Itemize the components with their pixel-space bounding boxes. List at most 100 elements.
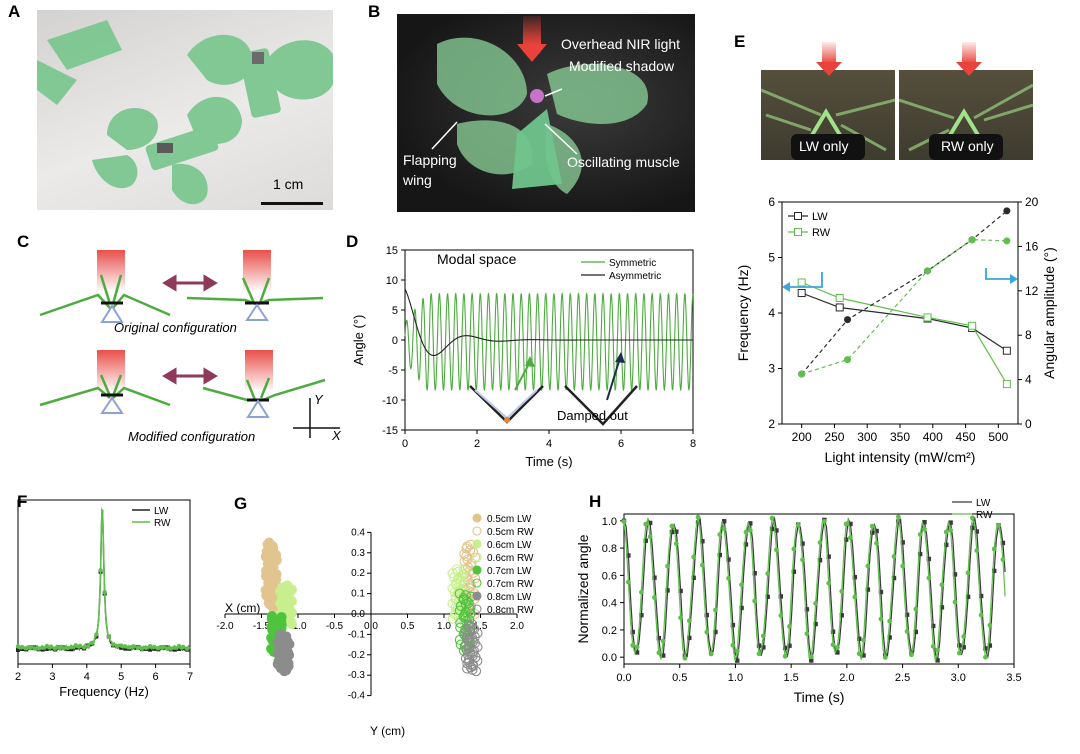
g-x-tick-label: -0.5	[326, 621, 344, 632]
e-point	[798, 370, 806, 378]
e-y2-tick-label: 12	[1025, 284, 1039, 298]
h-y-tick-label: 1.0	[602, 516, 617, 528]
h-point	[665, 588, 670, 593]
h-point	[943, 529, 949, 535]
g-y-tick-label: 0.3	[351, 548, 365, 559]
f-point	[180, 644, 186, 650]
e-x-tick-label: 250	[824, 430, 844, 444]
g-y-tick-label: -0.1	[348, 629, 366, 640]
h-point	[765, 571, 771, 576]
e-point	[797, 278, 806, 287]
g-legend-label: 0.8cm LW	[487, 592, 532, 603]
scale-bar-label: 1 cm	[273, 176, 304, 192]
d-y-tick-label: 5	[392, 305, 398, 317]
h-point	[782, 653, 788, 659]
h-point	[821, 518, 827, 524]
panel-label-g: G	[234, 494, 248, 513]
e-y2-tick-label: 0	[1025, 417, 1032, 431]
h-y-tick-label: 0.2	[602, 625, 617, 637]
panel-label-c: C	[17, 232, 30, 251]
g-point	[469, 638, 480, 649]
h-point	[804, 631, 810, 637]
h-x-tick-label: 0.5	[672, 672, 687, 684]
h-point	[961, 633, 967, 639]
e-point	[797, 289, 806, 298]
h-point	[870, 530, 875, 535]
h-point	[774, 528, 779, 533]
e-legend-label: RW	[812, 227, 831, 239]
g-legend-label: 0.5cm RW	[487, 527, 534, 538]
f-plot-frame	[17, 499, 191, 665]
h-x-axis-title: Time (s)	[794, 689, 845, 705]
h-point	[826, 580, 832, 586]
h-point	[1000, 557, 1006, 562]
h-point	[800, 557, 805, 563]
e-point	[1002, 380, 1011, 389]
f-point	[168, 646, 173, 651]
h-point	[647, 520, 653, 526]
g-point	[464, 621, 475, 632]
h-point	[678, 588, 683, 594]
h-plot-frame	[623, 513, 1015, 665]
f-point	[156, 646, 161, 651]
e-x-tick-label: 300	[857, 430, 877, 444]
d-inset-arrow-green-head	[525, 356, 535, 367]
d-inset-arrow-navy	[606, 357, 621, 401]
e-y2-tick-label: 16	[1025, 239, 1039, 253]
wing-label: wing	[403, 172, 432, 188]
d-x-tick-label: 2	[474, 438, 480, 450]
g-point	[458, 611, 469, 622]
h-point	[756, 651, 762, 657]
e-legend-marker	[794, 212, 802, 220]
e-point	[835, 294, 844, 303]
h-point	[700, 539, 705, 544]
h-point	[991, 568, 997, 574]
h-point	[782, 645, 788, 651]
e-point	[835, 303, 844, 312]
h-point	[839, 588, 845, 594]
h-point	[699, 562, 705, 568]
h-point	[817, 540, 823, 545]
h-point	[687, 635, 692, 641]
h-point	[704, 612, 709, 618]
h-point	[1000, 540, 1006, 546]
h-y-axis-title: Normalized angle	[575, 534, 591, 643]
h-point	[991, 546, 997, 552]
h-point	[922, 519, 927, 525]
d-legend-label: Asymmetric	[609, 271, 661, 282]
h-point	[769, 515, 775, 521]
g-point	[462, 554, 473, 565]
h-point	[730, 622, 736, 628]
h-point	[686, 618, 692, 624]
g-point	[451, 564, 462, 575]
g-point	[454, 605, 465, 616]
h-point	[800, 541, 805, 546]
h-point	[996, 522, 1001, 528]
f-x-tick-label: 6	[153, 671, 159, 683]
h-point	[747, 527, 753, 533]
h-point	[861, 653, 866, 658]
e-point	[924, 267, 932, 275]
f-point	[123, 644, 128, 649]
f-point	[102, 589, 107, 595]
g-legend-label: 0.7cm RW	[487, 579, 534, 590]
h-point	[669, 529, 675, 535]
h-x-tick-label: 1.0	[728, 672, 743, 684]
chart-d: -15 -10 -5 0 5 10 15 0 2 4 6 8 Time (s) Angle (°) Symm…	[351, 245, 696, 469]
h-point	[691, 575, 696, 581]
h-x-tick-label: 3.5	[1006, 672, 1021, 684]
h-point	[756, 643, 762, 648]
g-legend-label: 0.8cm RW	[487, 605, 534, 616]
h-point	[787, 624, 792, 629]
g-point	[454, 588, 465, 599]
e-legend-label: LW	[812, 211, 828, 223]
g-legend-marker	[472, 591, 482, 601]
f-legend-label: RW	[154, 518, 171, 529]
h-point	[708, 651, 714, 657]
g-point	[467, 636, 478, 648]
h-point	[830, 642, 836, 648]
h-point	[978, 612, 984, 618]
h-point	[904, 612, 910, 617]
h-point	[673, 541, 679, 547]
h-point	[848, 521, 853, 527]
